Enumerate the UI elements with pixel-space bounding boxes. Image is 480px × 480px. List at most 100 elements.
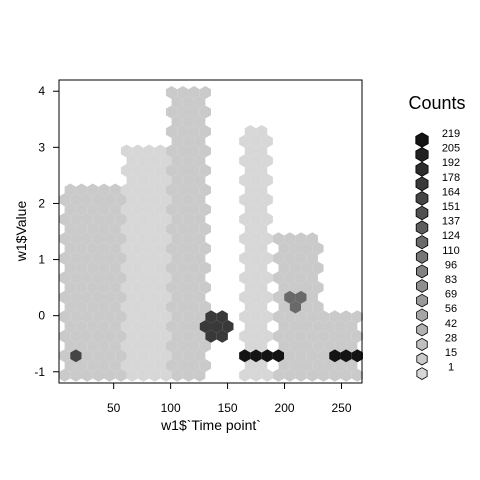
hex-cell: [312, 300, 324, 314]
hex-cell: [109, 222, 121, 236]
hex-cell: [149, 310, 161, 324]
legend-label: 83: [445, 274, 457, 286]
legend-swatch: [415, 235, 429, 250]
hex-cell: [334, 359, 347, 372]
hex-cell: [182, 310, 195, 324]
hex-cell: [154, 281, 166, 294]
hex-cell: [194, 271, 206, 285]
hex-cell: [244, 183, 257, 197]
hex-cell: [149, 271, 161, 285]
hex-cell: [278, 320, 290, 333]
hex-cell: [120, 203, 133, 216]
hex-cell: [59, 251, 71, 265]
hex-cell: [250, 271, 262, 285]
hex-cell: [284, 232, 296, 246]
legend-swatch: [416, 279, 428, 293]
hex-cell: [98, 300, 110, 314]
hex-cell: [126, 271, 138, 285]
hex-cell: [177, 144, 189, 158]
hex-cell: [261, 193, 273, 207]
hex-cell: [216, 329, 228, 343]
hex-cell: [160, 310, 172, 324]
hex-cell: [199, 164, 211, 177]
hex-cell: [295, 329, 307, 343]
hex-cell: [188, 105, 200, 119]
hex-cell: [143, 300, 155, 314]
hex-cell: [334, 320, 347, 333]
hex-cell: [329, 310, 341, 324]
hex-cell: [59, 329, 71, 343]
hex-cell: [312, 281, 324, 294]
legend-title: Counts: [408, 93, 465, 113]
hex-cell: [120, 320, 133, 333]
hex-cell: [177, 261, 189, 275]
hex-cell: [126, 212, 138, 226]
legend-label: 56: [445, 303, 457, 315]
hex-cell: [104, 212, 116, 226]
legend-label: 110: [442, 245, 460, 257]
hex-cell: [120, 359, 133, 372]
hex-cell: [244, 320, 257, 333]
hex-cell: [289, 281, 302, 294]
hex-cell: [182, 329, 195, 343]
hex-cell: [289, 359, 302, 372]
hex-cell: [70, 212, 82, 226]
hex-cell: [171, 251, 183, 265]
hex-cell: [188, 144, 200, 158]
hex-cell: [126, 368, 138, 382]
legend-label: 151: [442, 201, 460, 213]
hex-cell: [340, 329, 352, 343]
hex-cell: [272, 271, 285, 285]
hex-cell: [165, 281, 178, 294]
y-tick-label: 0: [38, 309, 45, 323]
hex-cell: [104, 290, 116, 304]
hex-cell: [239, 232, 251, 246]
hex-cell: [98, 359, 110, 372]
hex-cell: [165, 164, 178, 177]
hex-cell: [132, 281, 144, 294]
hex-cell: [312, 320, 324, 333]
hex-cell: [312, 359, 324, 372]
hex-cell: [250, 154, 262, 168]
hex-cell: [188, 242, 200, 255]
hex-cell: [137, 290, 150, 304]
hex-cell: [182, 290, 195, 304]
hex-cell: [295, 271, 307, 285]
hex-cell: [244, 261, 257, 275]
hex-cell: [120, 281, 133, 294]
hex-cell: [81, 193, 93, 207]
hex-cell: [75, 222, 88, 236]
legend-swatch: [416, 367, 428, 380]
hex-cell: [306, 232, 318, 246]
hex-cell: [194, 193, 206, 207]
hex-cell: [194, 368, 206, 382]
hex-cell: [104, 271, 116, 285]
hex-cell: [75, 300, 88, 314]
hex-cell: [165, 125, 178, 138]
hex-cell: [143, 359, 155, 372]
hex-cell: [306, 290, 318, 304]
hex-cell: [59, 310, 71, 324]
hex-cell: [256, 183, 268, 197]
hex-cell: [239, 212, 251, 226]
hex-cell: [87, 242, 99, 255]
hex-cell: [295, 349, 307, 363]
hex-cell: [92, 310, 105, 324]
hex-cell: [182, 193, 195, 207]
hex-cell: [137, 154, 150, 168]
hex-cell: [182, 212, 195, 226]
hex-cell: [137, 193, 150, 207]
hex-cell: [261, 154, 273, 168]
hex-cell: [87, 222, 99, 236]
hex-cell: [289, 242, 302, 255]
hex-cell: [104, 232, 116, 246]
hex-cell: [143, 281, 155, 294]
hex-cell: [177, 164, 189, 177]
hex-cell: [244, 339, 257, 353]
hex-cell: [165, 339, 178, 353]
hex-cell: [188, 164, 200, 177]
hex-cell: [115, 251, 127, 265]
hex-cell: [171, 329, 183, 343]
hex-cell: [81, 251, 93, 265]
hex-cell: [177, 300, 189, 314]
